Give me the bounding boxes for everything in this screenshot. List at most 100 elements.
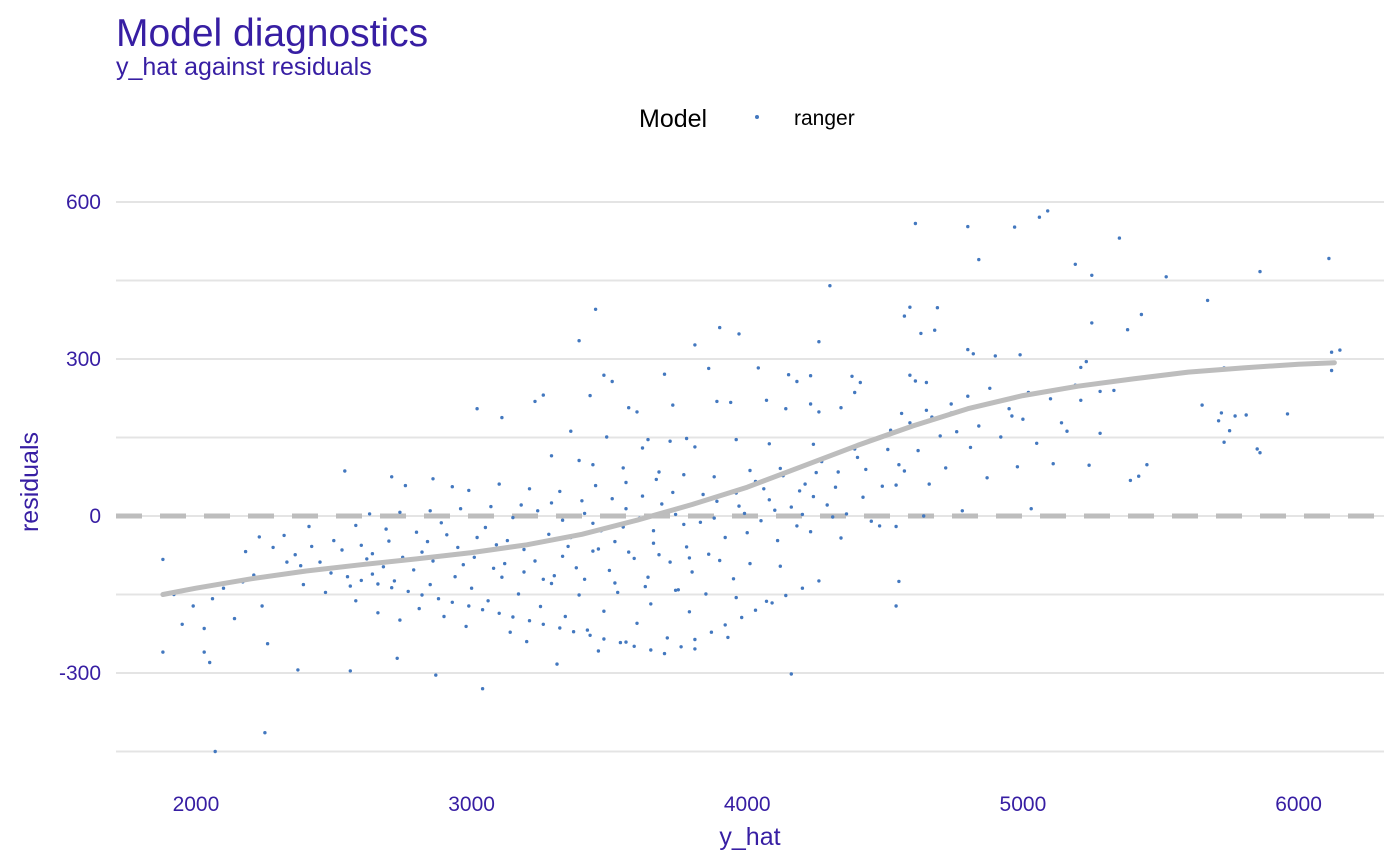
data-point-ranger — [795, 524, 799, 528]
data-point-ranger — [359, 578, 363, 583]
data-point-ranger — [654, 477, 658, 482]
data-point-ranger — [1098, 431, 1102, 435]
data-point-ranger — [525, 639, 529, 644]
data-point-ranger — [632, 556, 636, 561]
data-point-ranger — [370, 572, 375, 576]
data-point-ranger — [624, 480, 628, 485]
data-point-ranger — [585, 628, 590, 632]
data-point-ranger — [908, 373, 912, 377]
data-point-ranger — [1090, 321, 1094, 325]
data-point-ranger — [676, 588, 680, 592]
data-point-ranger — [310, 544, 314, 549]
data-point-ranger — [908, 421, 912, 425]
data-point-ranger — [293, 553, 297, 557]
data-point-ranger — [505, 538, 510, 543]
data-point-ranger — [715, 499, 719, 503]
data-point-ranger — [897, 463, 901, 467]
legend-label-ranger: ranger — [794, 107, 855, 130]
data-point-ranger — [569, 429, 573, 433]
data-point-ranger — [1255, 447, 1259, 451]
data-point-ranger — [395, 656, 399, 660]
data-point-ranger — [825, 503, 829, 507]
data-point-ranger — [1216, 419, 1221, 423]
data-point-ranger — [489, 504, 493, 509]
data-point-ranger — [467, 488, 471, 493]
data-point-ranger — [971, 352, 975, 356]
data-point-ranger — [1098, 389, 1102, 394]
data-point-ranger — [282, 533, 286, 538]
y-tick-label: -300 — [59, 662, 101, 685]
data-point-ranger — [1219, 411, 1224, 415]
data-point-ranger — [668, 439, 672, 443]
data-point-ranger — [894, 524, 898, 529]
data-point-ranger — [1015, 465, 1020, 469]
data-point-ranger — [299, 564, 303, 568]
data-point-ranger — [1200, 403, 1204, 407]
x-tick-label: 2000 — [173, 793, 220, 816]
data-point-ranger — [494, 543, 499, 547]
data-point-ranger — [693, 637, 697, 642]
chart-subtitle: y_hat against residuals — [116, 53, 372, 81]
data-point-ranger — [1244, 413, 1248, 417]
data-point-ranger — [202, 626, 206, 631]
data-point-ranger — [555, 662, 559, 666]
data-point-ranger — [541, 393, 545, 397]
data-point-ranger — [808, 402, 813, 406]
data-point-ranger — [646, 575, 650, 579]
data-point-ranger — [635, 410, 639, 414]
data-point-ranger — [687, 610, 692, 614]
data-point-ranger — [1327, 256, 1331, 261]
data-point-ranger — [161, 557, 165, 562]
data-point-ranger — [596, 547, 601, 551]
data-point-ranger — [673, 512, 678, 517]
data-point-ranger — [988, 386, 992, 390]
data-point-ranger — [773, 508, 777, 512]
data-point-ranger — [831, 515, 835, 519]
data-point-ranger — [591, 521, 595, 525]
data-point-ranger — [527, 619, 532, 623]
data-point-ranger — [797, 489, 802, 493]
data-point-ranger — [880, 484, 884, 488]
data-point-ranger — [398, 618, 402, 622]
legend-key-ranger — [755, 115, 759, 119]
data-point-ranger — [359, 543, 363, 547]
data-point-ranger — [886, 447, 890, 452]
y-axis-ticks: 600 300 0 -300 — [59, 191, 101, 685]
data-point-ranger — [657, 470, 661, 474]
data-point-ranger — [913, 221, 918, 226]
data-point-ranger — [1338, 348, 1342, 352]
data-point-ranger — [927, 482, 931, 486]
data-point-ranger — [1087, 463, 1091, 467]
data-point-ranger — [709, 630, 714, 634]
data-point-ranger — [1048, 397, 1053, 401]
data-point-ranger — [999, 435, 1003, 439]
data-point-ranger — [734, 437, 738, 442]
data-point-ranger — [1112, 388, 1116, 393]
data-point-ranger — [500, 575, 504, 579]
data-point-ranger — [1227, 429, 1232, 433]
data-point-ranger — [285, 560, 289, 564]
data-point-ranger — [431, 477, 435, 481]
data-point-ranger — [877, 524, 882, 528]
data-point-ranger — [800, 512, 805, 517]
data-point-ranger — [367, 512, 372, 516]
x-tick-label: 3000 — [448, 793, 495, 816]
data-point-ranger — [458, 507, 463, 511]
data-point-ranger — [392, 579, 397, 583]
data-point-ranger — [442, 614, 446, 619]
data-point-ranger — [318, 560, 322, 564]
data-point-ranger — [390, 586, 394, 590]
data-point-ranger — [618, 640, 623, 645]
data-point-ranger — [621, 466, 625, 470]
data-point-ranger — [536, 509, 540, 513]
data-point-ranger — [403, 483, 408, 488]
data-point-ranger — [1007, 407, 1011, 411]
data-point-ranger — [977, 257, 981, 262]
chart-title: Model diagnostics — [116, 12, 429, 55]
data-point-ranger — [453, 575, 457, 579]
data-point-ranger — [715, 399, 719, 404]
data-point-ranger — [1164, 275, 1168, 279]
data-point-ranger — [828, 284, 832, 288]
y-tick-label: 0 — [89, 505, 101, 528]
data-point-ranger — [707, 552, 711, 556]
